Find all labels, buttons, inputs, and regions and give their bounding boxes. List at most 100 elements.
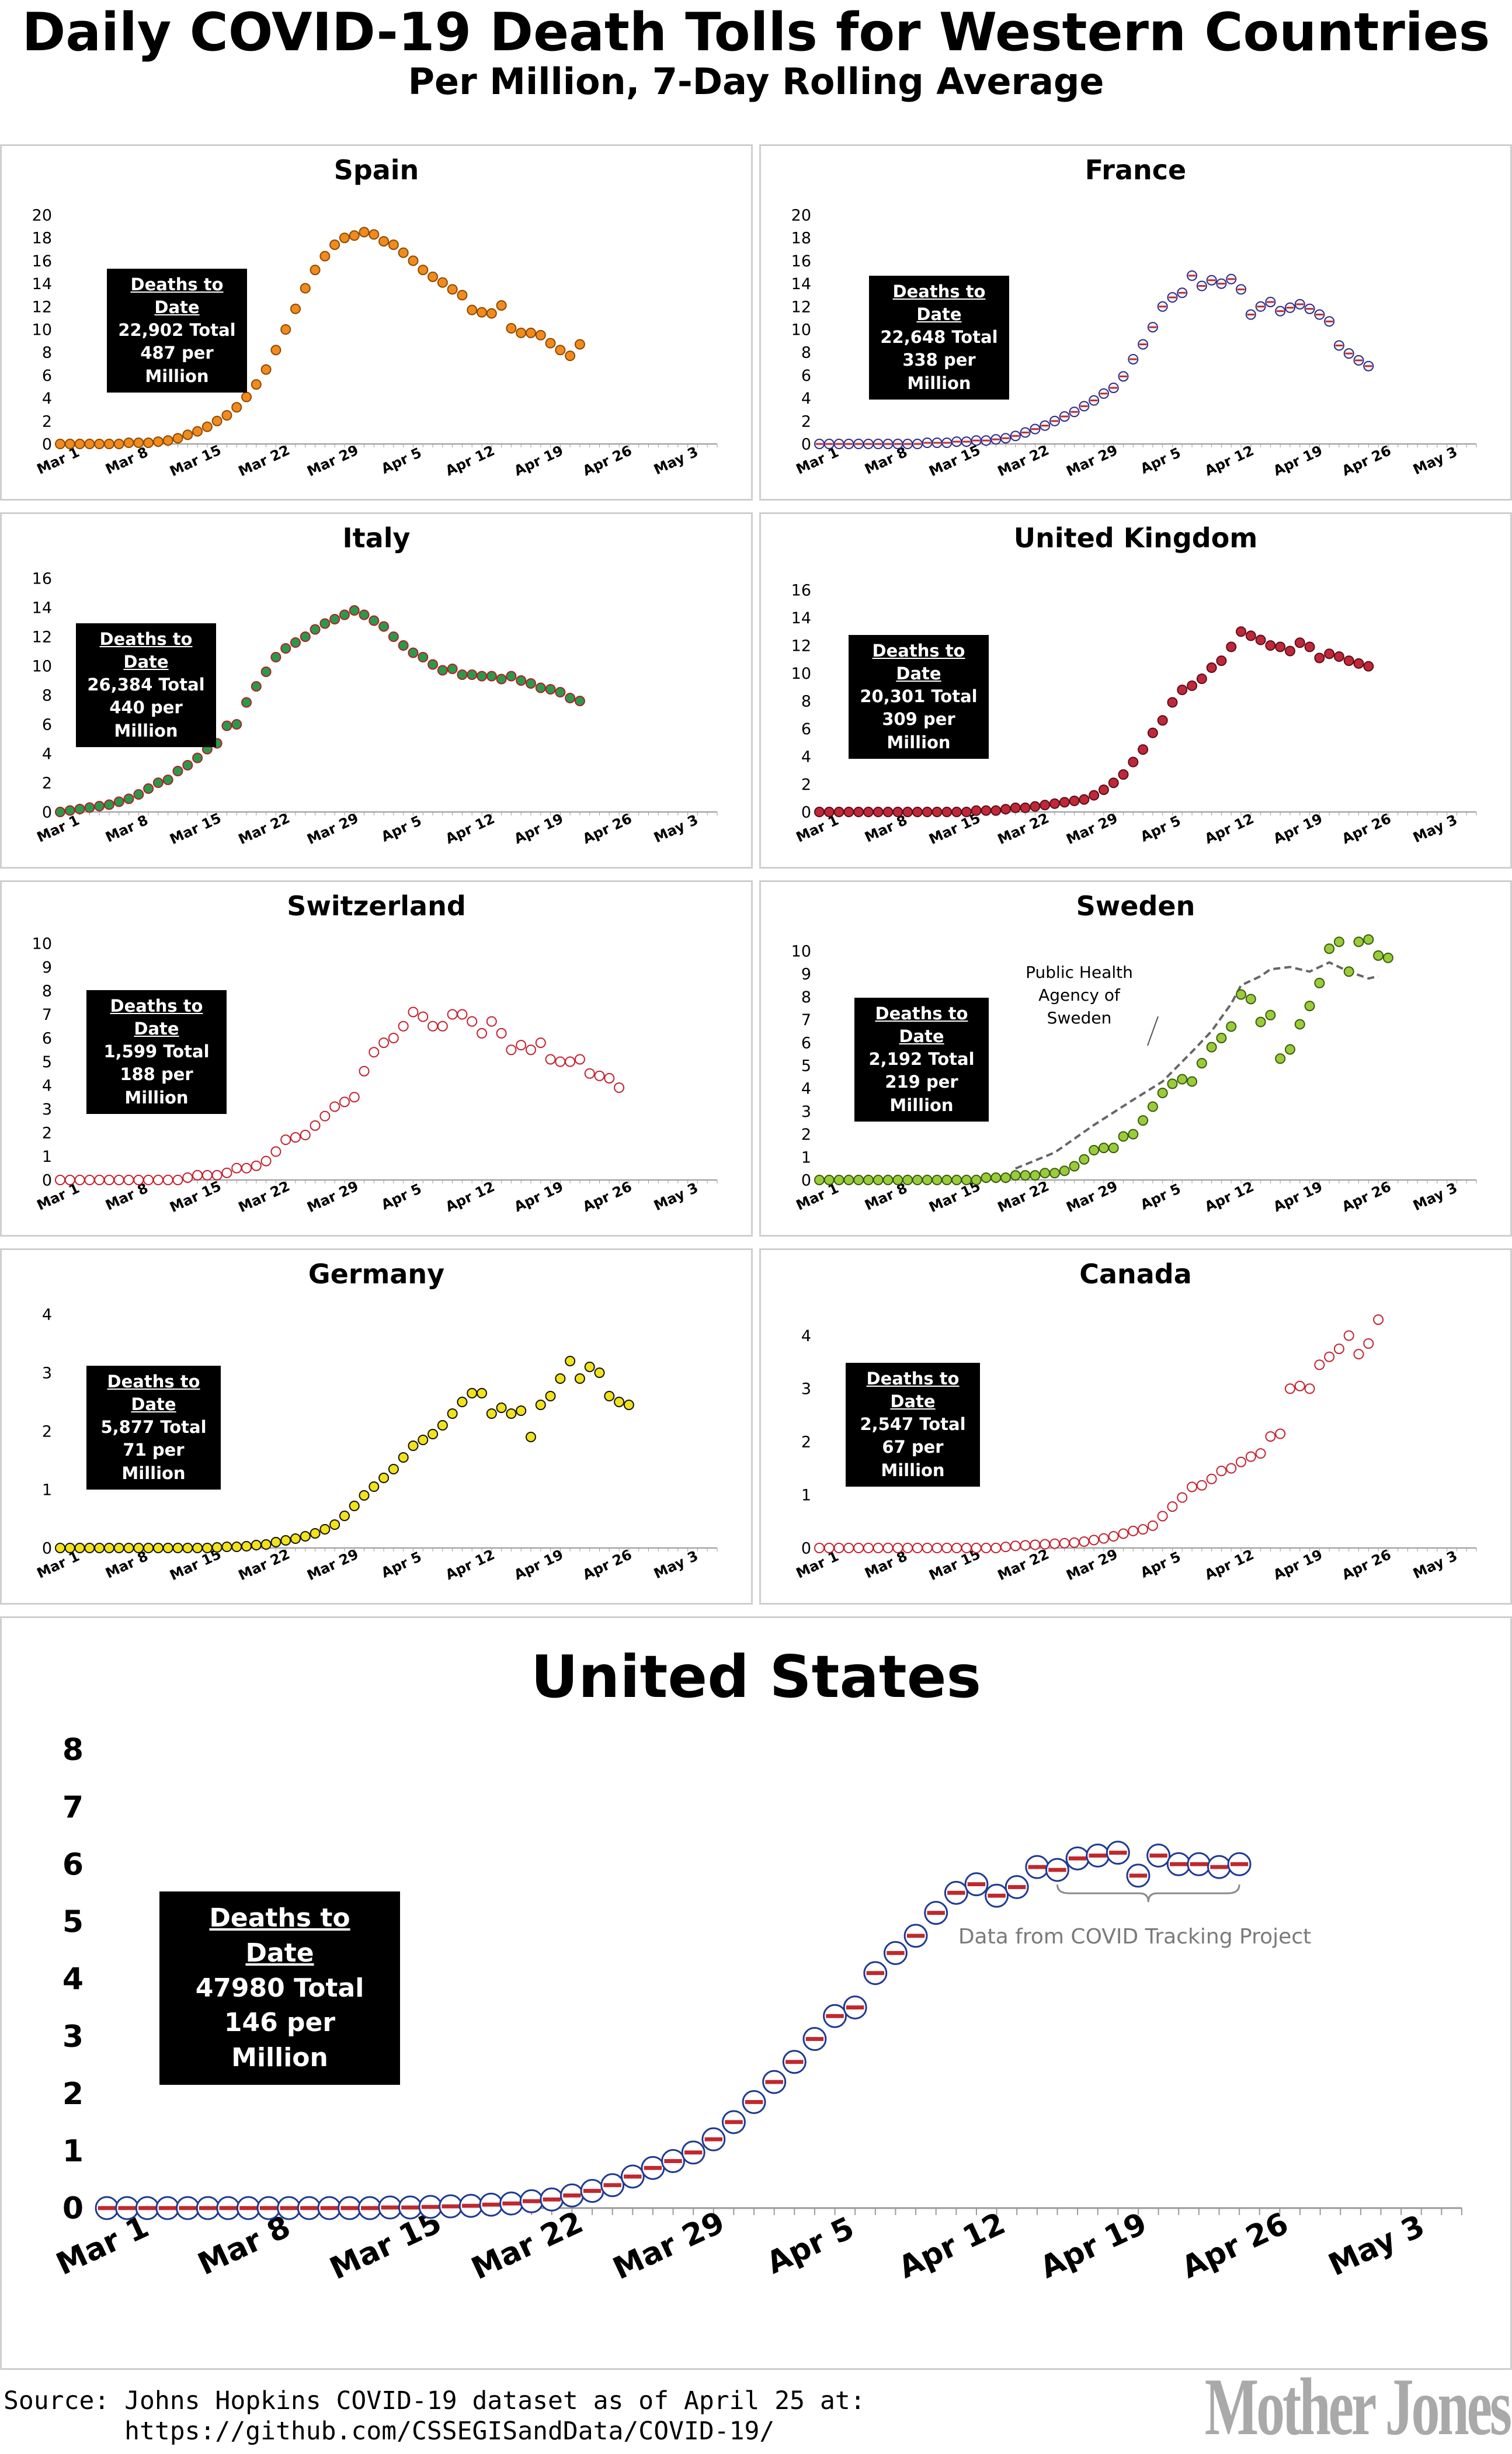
annotation-total: 22,648 Total — [880, 327, 998, 348]
data-point-stripe — [953, 440, 961, 443]
annotation-header: Deaths to Date — [875, 1004, 968, 1047]
data-point — [823, 1175, 835, 1185]
data-point — [1236, 989, 1247, 1000]
data-point-stripe — [118, 2206, 136, 2210]
y-tick-label: 2 — [801, 412, 811, 431]
x-tick-label: Apr 19 — [1271, 442, 1325, 479]
x-tick-label: Mar 22 — [236, 442, 293, 480]
data-point-stripe — [1227, 278, 1235, 280]
data-point-stripe — [1129, 358, 1137, 360]
data-point — [427, 659, 439, 670]
data-point-stripe — [239, 2206, 258, 2210]
data-point — [369, 1047, 380, 1058]
data-point-stripe — [826, 2014, 844, 2018]
data-point — [447, 1009, 458, 1020]
y-tick-label: 9 — [801, 966, 811, 984]
data-point — [1333, 1344, 1344, 1355]
y-tick-label: 5 — [42, 1053, 52, 1071]
data-point-stripe — [923, 442, 931, 444]
data-point — [290, 1533, 301, 1544]
data-point — [1049, 1168, 1060, 1179]
data-point-stripe — [933, 442, 941, 444]
deaths-to-date-box: Deaths to Date 47980 Total 146 per Milli… — [159, 1891, 400, 2085]
data-point — [604, 1391, 615, 1401]
data-point-stripe — [1237, 288, 1245, 290]
y-tick-label: 6 — [801, 720, 811, 738]
y-tick-label: 3 — [801, 1103, 811, 1121]
data-point — [853, 1175, 864, 1185]
data-point-stripe — [563, 2193, 581, 2198]
chart-title: France — [1085, 154, 1187, 186]
data-point — [565, 693, 576, 703]
x-tick-label: Mar 22 — [236, 810, 293, 848]
data-point — [290, 637, 301, 648]
x-tick-label: Mar 22 — [466, 2205, 588, 2287]
y-tick-label: 1 — [801, 1148, 811, 1167]
y-tick-label: 10 — [791, 942, 811, 960]
x-tick-label: Mar 29 — [1063, 1178, 1120, 1216]
data-point — [574, 1373, 585, 1384]
y-tick-label: 3 — [62, 2019, 84, 2054]
data-point — [231, 1542, 242, 1552]
data-point — [388, 1033, 399, 1043]
y-tick-label: 0 — [801, 435, 811, 453]
data-point — [310, 1120, 321, 1131]
data-point — [535, 682, 546, 693]
data-point — [192, 1543, 203, 1553]
data-point — [133, 1543, 144, 1553]
data-point-stripe — [864, 443, 873, 445]
data-point — [833, 807, 844, 817]
deaths-to-date-box: Deaths to Date 26,384 Total 440 per Mill… — [76, 623, 216, 747]
data-point — [211, 1169, 223, 1181]
data-point-stripe — [1090, 400, 1098, 401]
data-point — [123, 438, 134, 449]
data-point — [172, 1543, 183, 1553]
data-point — [941, 1175, 953, 1185]
data-point — [280, 643, 291, 654]
data-point — [201, 1169, 213, 1181]
data-point-stripe — [664, 2159, 682, 2163]
data-point — [408, 647, 419, 658]
y-tick-label: 0 — [801, 1171, 811, 1189]
annotation-per-million: 67 per Million — [881, 1437, 945, 1480]
y-tick-label: 4 — [801, 390, 811, 408]
x-tick-label: Apr 12 — [1202, 810, 1256, 847]
y-tick-label: 3 — [42, 1364, 52, 1382]
data-point — [172, 766, 183, 776]
data-point — [535, 1037, 546, 1049]
data-point — [1010, 802, 1021, 813]
data-point-stripe — [903, 443, 912, 445]
data-point — [951, 1543, 962, 1553]
data-point — [971, 1175, 982, 1185]
data-point — [300, 283, 311, 294]
data-point — [123, 1175, 134, 1185]
data-point — [84, 439, 95, 449]
data-point — [1010, 1540, 1021, 1551]
x-tick-label: Apr 26 — [1340, 1546, 1394, 1583]
data-point — [892, 807, 903, 817]
data-point — [221, 720, 232, 731]
data-point — [1098, 1143, 1109, 1154]
data-point-stripe — [894, 443, 902, 445]
data-point — [319, 1110, 331, 1122]
source-note: Source: Johns Hopkins COVID-19 dataset a… — [4, 2386, 866, 2446]
y-tick-label: 6 — [62, 1847, 84, 1882]
data-point — [300, 1531, 311, 1542]
data-point — [477, 671, 488, 682]
data-point — [182, 760, 193, 770]
data-point — [486, 1408, 497, 1419]
annotation-header: Deaths to Date — [107, 1372, 200, 1415]
data-point — [467, 304, 478, 315]
data-point — [1020, 1170, 1031, 1181]
chart-title: Germany — [308, 1258, 445, 1290]
data-point-stripe — [887, 1950, 905, 1955]
x-tick-label: Apr 12 — [443, 1546, 497, 1583]
x-tick-label: Apr 12 — [443, 810, 497, 847]
data-point-stripe — [1139, 343, 1147, 345]
x-tick-label: Apr 26 — [1340, 442, 1394, 479]
data-point — [1108, 1531, 1119, 1542]
data-point — [349, 230, 360, 241]
data-point — [221, 1167, 232, 1178]
data-point — [912, 807, 923, 817]
